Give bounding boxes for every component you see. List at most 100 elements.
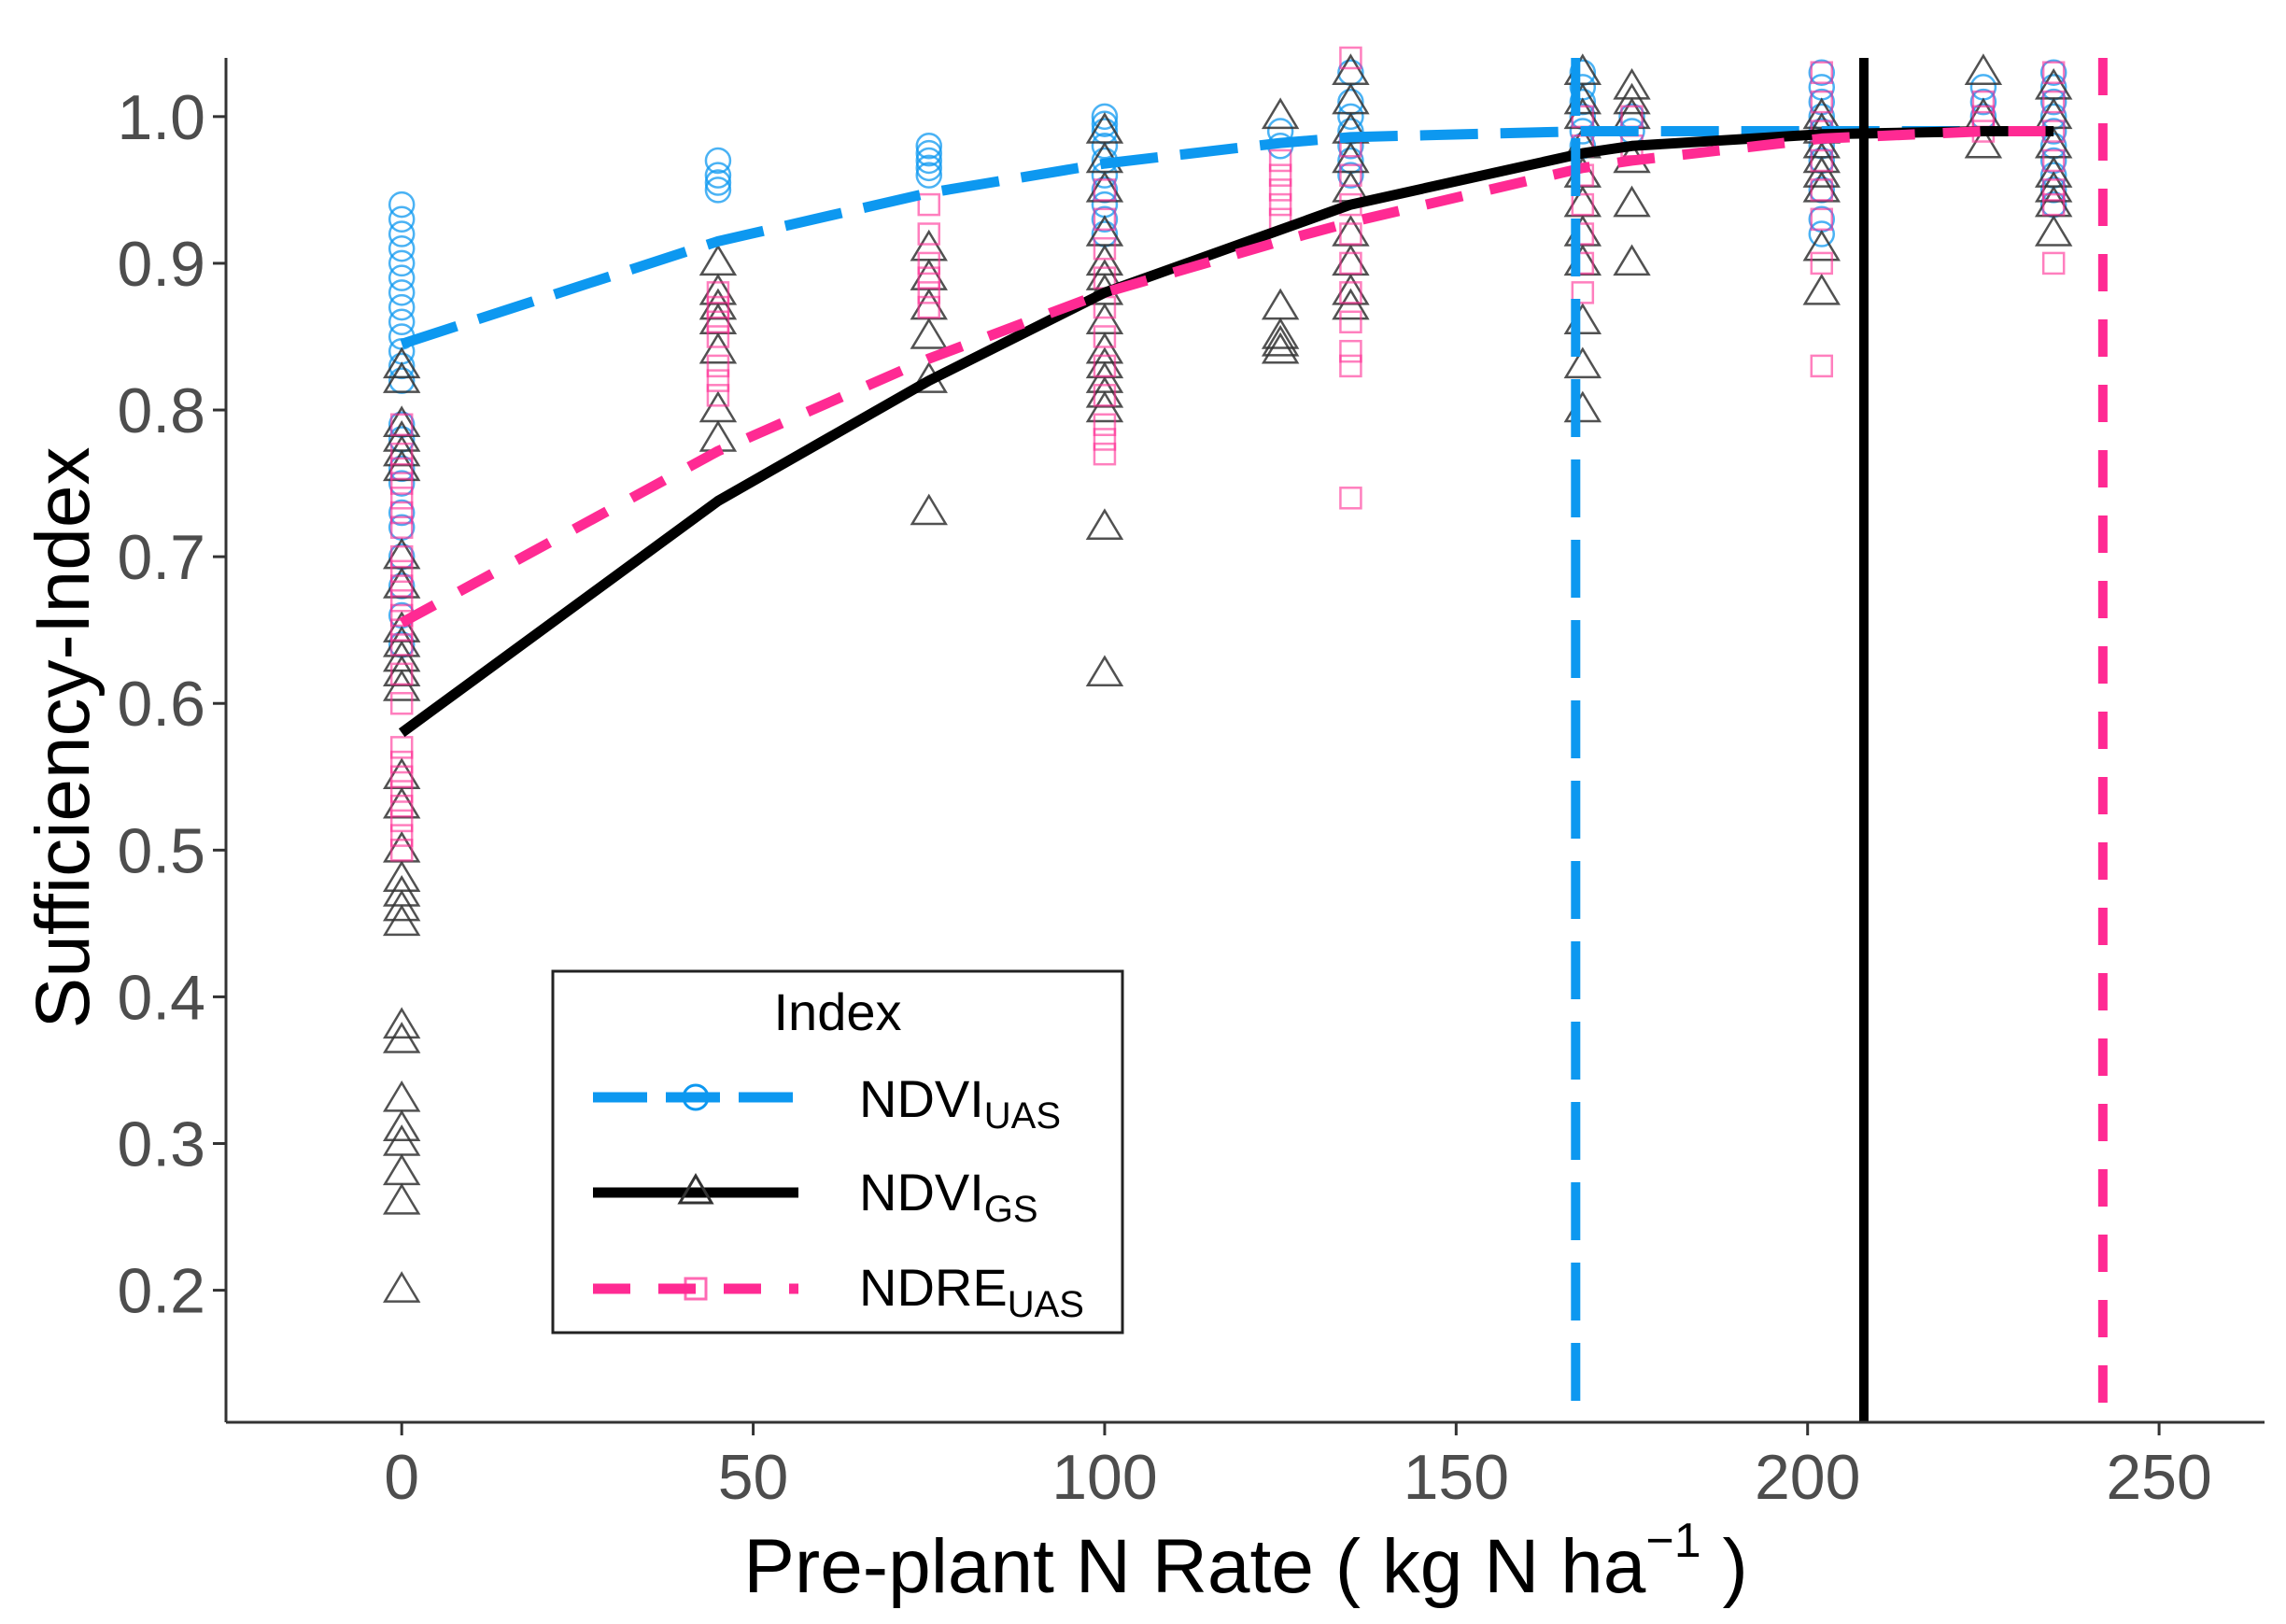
- ndre-uas-point: [2041, 61, 2066, 84]
- y-tick-label: 0.4: [117, 962, 205, 1033]
- y-tick-label: 0.5: [117, 815, 205, 886]
- x-axis-title: Pre-plant N Rate ( kg N ha−1 ): [743, 1514, 1748, 1609]
- ndvi-uas-point: [388, 293, 416, 321]
- ndre-uas-point: [389, 765, 414, 789]
- ndre-uas-point: [389, 662, 414, 686]
- ndvi-uas-point: [1969, 88, 1997, 116]
- ndvi-uas-point: [915, 162, 943, 189]
- ndre-uas-point: [1339, 487, 1362, 510]
- ndvi-uas-point: [388, 279, 416, 306]
- ndre-uas-point: [1810, 251, 1834, 275]
- axes: [224, 58, 2265, 1424]
- ndre-uas-point: [706, 310, 730, 334]
- ndre-uas-point: [1093, 413, 1117, 436]
- ndvi-uas-point: [704, 177, 732, 204]
- ndvi-uas-point: [388, 499, 416, 527]
- ndvi-uas-point: [388, 470, 416, 497]
- ndvi-uas-point: [704, 169, 732, 196]
- ndvi-uas-point: [704, 162, 732, 189]
- x-ticks: 0 50 100 150 200 250: [384, 1422, 2212, 1513]
- ndvi-uas-point: [915, 147, 943, 175]
- ndvi-uas-point: [1337, 162, 1364, 189]
- ndvi-gs-point: [382, 1182, 421, 1215]
- ndre-uas-point: [389, 824, 414, 847]
- ndre-uas-point: [1339, 310, 1362, 334]
- ndre-uas-point: [389, 809, 414, 833]
- ndre-uas-point: [1093, 207, 1117, 232]
- y-ticks: 0.2 0.3 0.4 0.5 0.6 0.7 0.8 0.9 1.0: [117, 82, 226, 1327]
- legend-label-ndvi-uas-name: NDVI: [859, 1069, 984, 1128]
- ndre-uas-point: [1810, 207, 1834, 232]
- legend-entry-ndvi-uas: NDVIUAS: [593, 1069, 1061, 1137]
- ndre-uas-point: [706, 281, 730, 304]
- y-tick-label: 0.6: [117, 669, 205, 740]
- ndvi-uas-point: [1337, 103, 1364, 131]
- y-tick-label: 0.3: [117, 1109, 205, 1180]
- ndvi-uas-point: [388, 220, 416, 247]
- ndvi-gs-point: [1613, 82, 1651, 115]
- ndvi-gs-point: [1964, 126, 2003, 159]
- legend-label-ndre-uas-sub: UAS: [1008, 1284, 1084, 1325]
- y-tick-label: 0.8: [117, 375, 205, 446]
- legend: Index NDVIUAS NDVIGS NDREUAS: [551, 969, 1124, 1335]
- ndre-uas-point: [1093, 428, 1117, 451]
- ndre-uas-point: [389, 839, 414, 862]
- ndvi-uas-point: [915, 133, 943, 160]
- ndre-uas-point: [1268, 148, 1292, 173]
- ndvi-gs-point: [1261, 318, 1300, 349]
- legend-label-ndre-uas-name: NDRE: [859, 1258, 1008, 1317]
- x-axis-title-superscript: −1: [1645, 1514, 1700, 1568]
- x-tick-label: 50: [718, 1442, 789, 1513]
- ndvi-gs-point: [382, 670, 421, 701]
- ndvi-uas-point: [915, 154, 943, 182]
- ndvi-uas-point: [915, 139, 943, 167]
- ndre-uas-point: [1810, 148, 1834, 173]
- ndre-uas-point: [389, 780, 414, 803]
- ndre-uas-point: [1810, 178, 1834, 202]
- y-tick-label: 1.0: [117, 82, 205, 153]
- ndre-uas-point: [917, 192, 941, 217]
- ndre-uas-point: [1268, 163, 1292, 187]
- ndvi-uas-point: [388, 264, 416, 291]
- ndvi-gs-point: [1964, 53, 2003, 85]
- ndre-uas-point: [2041, 192, 2066, 217]
- legend-marker-square: [684, 1277, 708, 1301]
- ndvi-gs-point: [382, 1271, 421, 1303]
- x-tick-label: 100: [1051, 1442, 1157, 1513]
- legend-entry-ndvi-gs: NDVIGS: [593, 1163, 1038, 1230]
- ndre-uas-point: [917, 266, 941, 289]
- fit-curves: [398, 126, 2054, 738]
- ndre-uas-point: [389, 633, 414, 657]
- y-tick-label: 0.2: [117, 1256, 205, 1327]
- ndre-uas-point: [2041, 251, 2066, 275]
- ndre-uas-point: [2041, 148, 2066, 173]
- ndre-uas-point: [389, 487, 414, 510]
- ndre-uas-point: [1571, 281, 1595, 304]
- ndvi-uas-point: [1808, 59, 1836, 86]
- ndvi-uas-point: [388, 191, 416, 219]
- ndre-uas-point: [389, 413, 414, 436]
- ndre-uas-point: [1571, 192, 1595, 217]
- ndvi-gs-point: [1085, 508, 1124, 540]
- ndvi-gs-point: [382, 346, 421, 379]
- ndvi-uas-point: [2039, 59, 2067, 86]
- legend-label-ndvi-gs-name: NDVI: [859, 1163, 984, 1222]
- ndvi-gs-point: [1563, 346, 1602, 379]
- ndre-uas-point: [917, 222, 941, 246]
- ndvi-gs-point: [1261, 324, 1300, 357]
- ndre-uas-point: [1339, 281, 1362, 304]
- ndvi-gs-point: [1802, 229, 1841, 261]
- legend-entry-ndre-uas: NDREUAS: [593, 1258, 1084, 1325]
- ndre-uas-point: [917, 295, 941, 319]
- ndvi-gs-point: [382, 1022, 421, 1053]
- ndre-uas-point: [1339, 46, 1362, 70]
- ndvi-uas-point: [1091, 110, 1119, 137]
- ndvi-gs-point: [1261, 97, 1300, 130]
- x-tick-label: 250: [2106, 1442, 2211, 1513]
- ndre-uas-point: [1093, 354, 1117, 378]
- ndre-uas-point: [706, 325, 730, 348]
- ndre-uas-point: [1971, 90, 1996, 114]
- ndre-uas-point: [1268, 192, 1292, 217]
- legend-label-ndvi-uas-sub: UAS: [984, 1095, 1061, 1137]
